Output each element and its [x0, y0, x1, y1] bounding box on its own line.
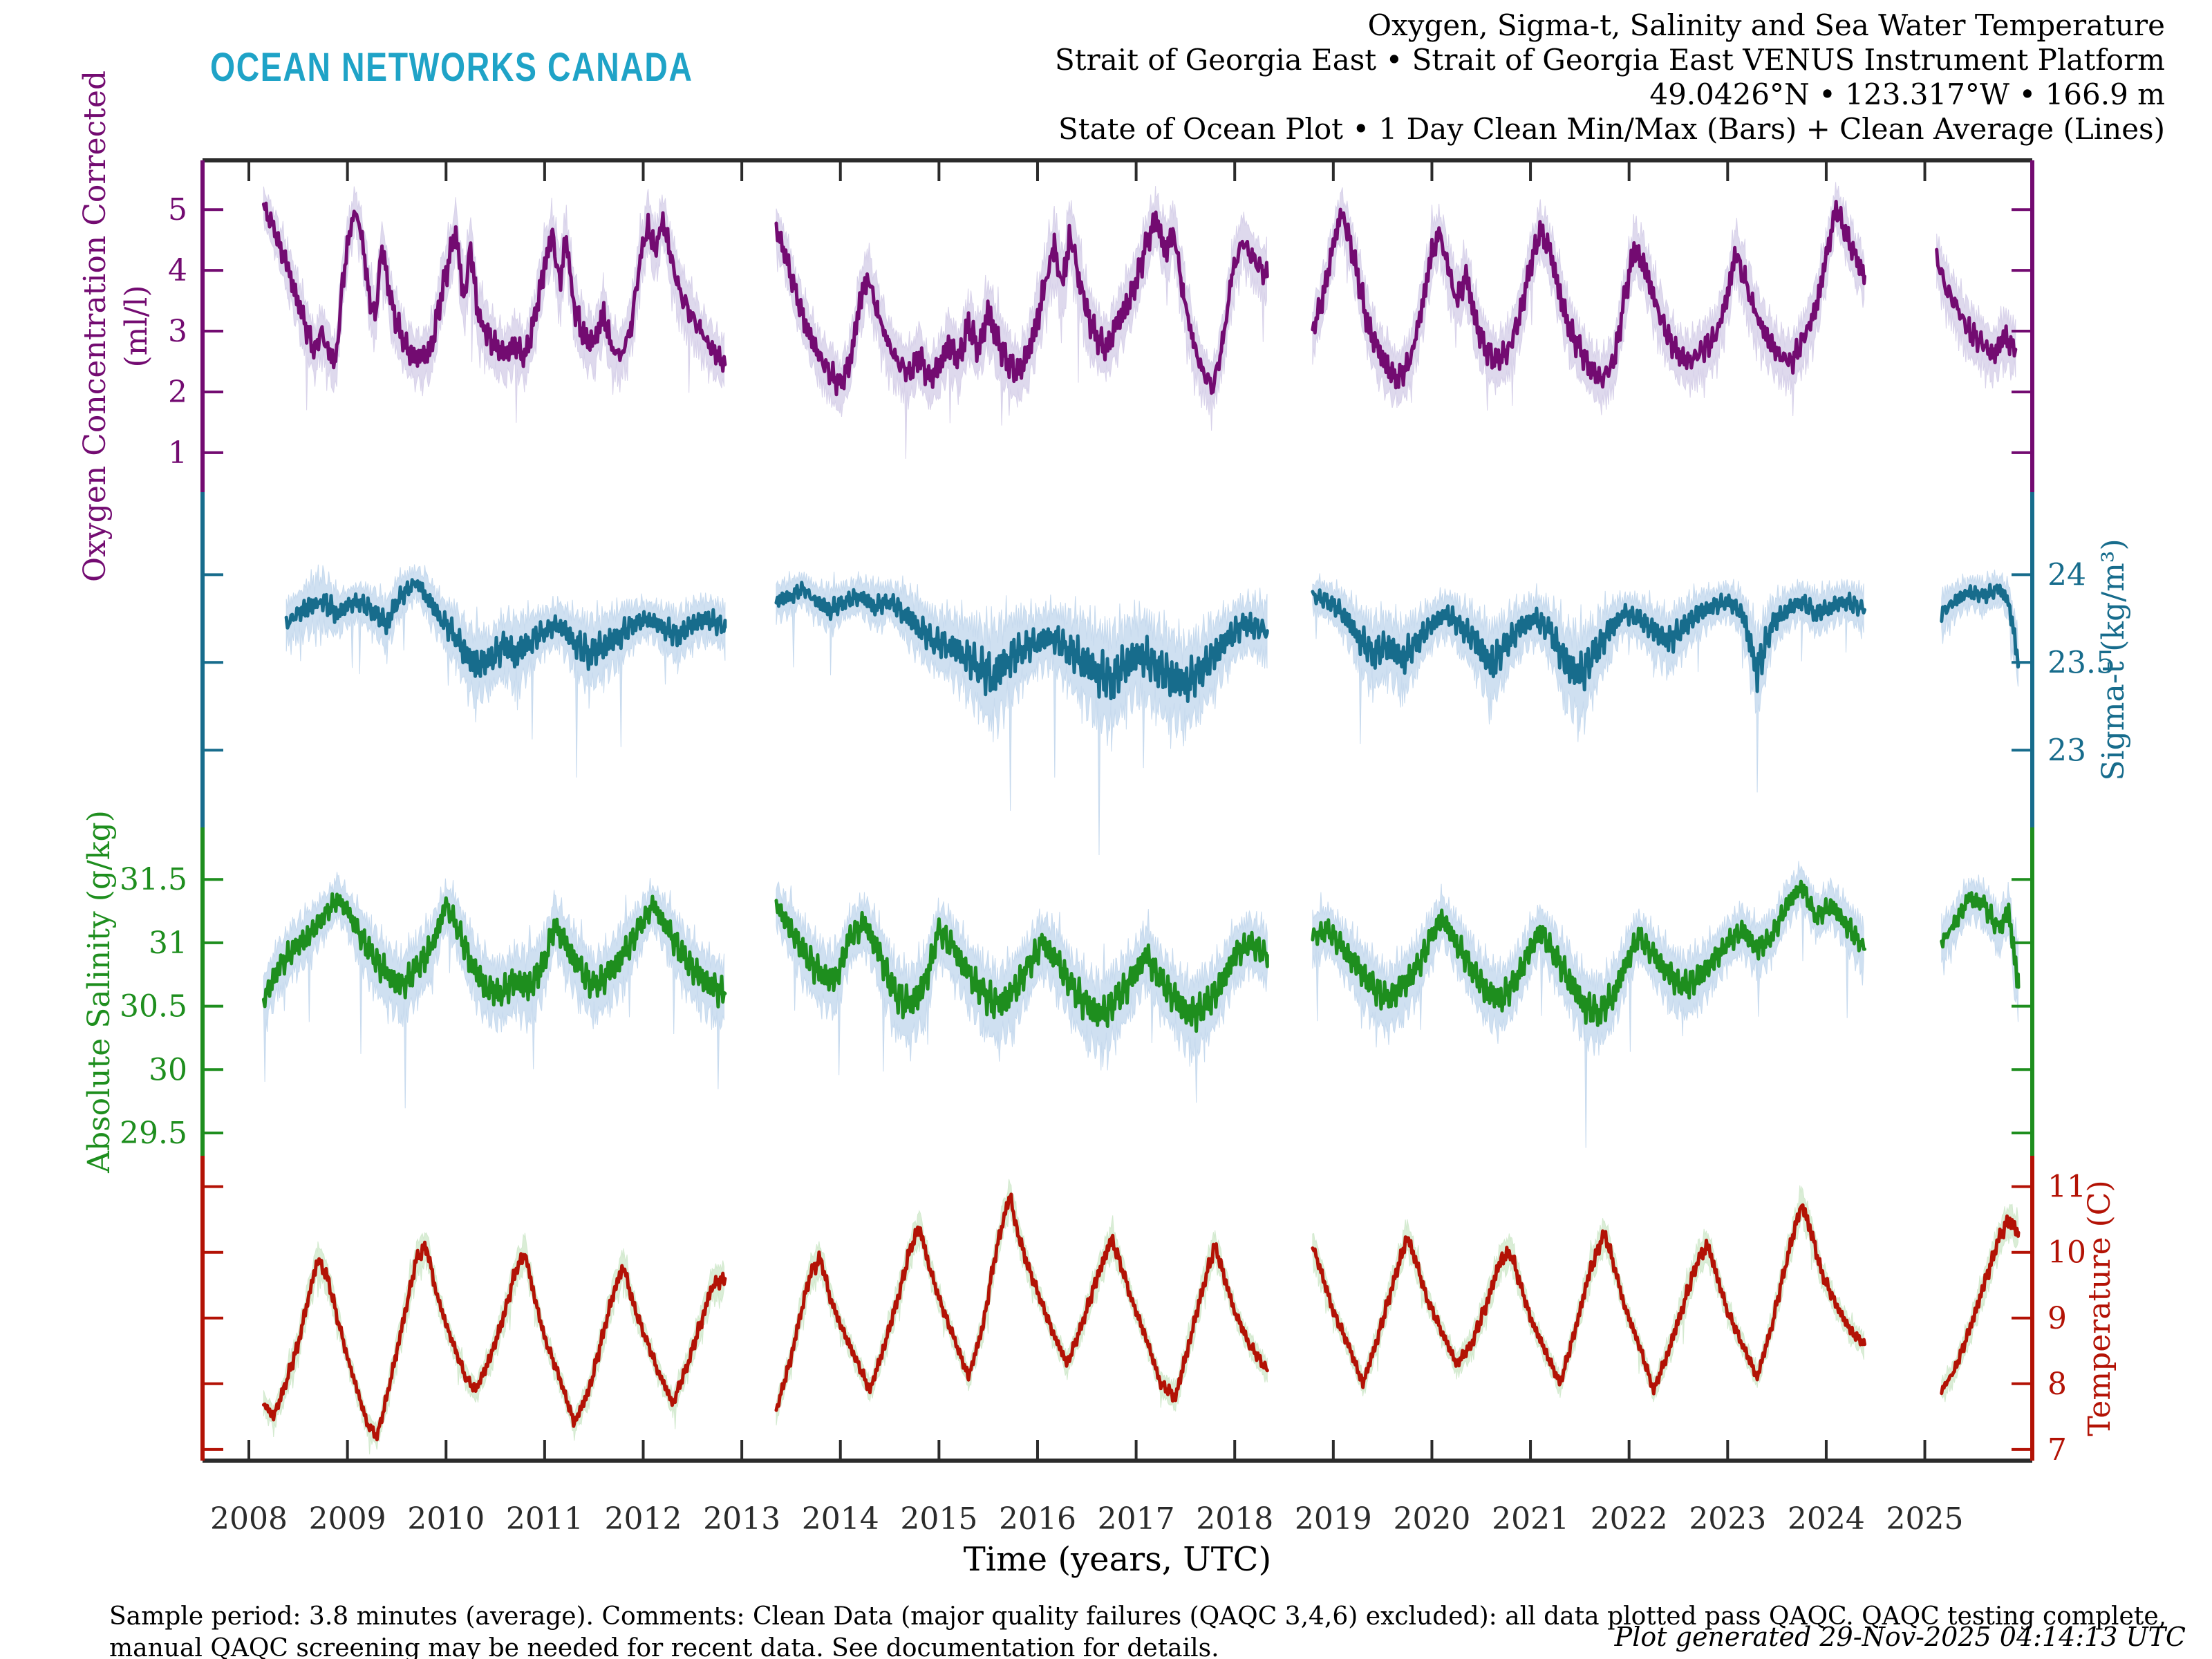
- sigma_t-tick-label: 23.5: [2047, 645, 2115, 680]
- oxygen-tick-label: 2: [168, 375, 187, 410]
- x-tick-label: 2009: [309, 1501, 386, 1537]
- x-tick-label: 2012: [605, 1501, 682, 1537]
- x-tick-label: 2023: [1689, 1501, 1766, 1537]
- temperature-tick-label: 8: [2047, 1367, 2067, 1402]
- x-tick-label: 2021: [1492, 1501, 1569, 1537]
- oxygen-tick-label: 3: [168, 314, 187, 349]
- plot-title-block: Oxygen, Sigma-t, Salinity and Sea Water …: [1055, 8, 2165, 147]
- salinity-axis-title: Absolute Salinity (g/kg): [82, 810, 117, 1174]
- x-tick-label: 2015: [900, 1501, 977, 1537]
- temperature-tick-label: 7: [2047, 1432, 2067, 1468]
- x-tick-label: 2013: [703, 1501, 780, 1537]
- x-tick-label: 2010: [407, 1501, 485, 1537]
- salinity-tick-label: 30.5: [120, 989, 187, 1024]
- x-tick-label: 2022: [1591, 1501, 1668, 1537]
- sigma_t-tick-label: 24: [2047, 557, 2086, 592]
- salinity-tick-label: 30: [149, 1052, 187, 1087]
- oxygen-axis-title: (ml/l): [119, 285, 154, 367]
- oxygen-tick-label: 1: [168, 435, 187, 471]
- qaqc-footnote-line-1: Sample period: 3.8 minutes (average). Co…: [109, 1602, 2167, 1631]
- sigma_t-average-line: [284, 578, 2021, 703]
- salinity-tick-label: 31: [149, 926, 187, 961]
- salinity-average-line: [261, 879, 2021, 1033]
- x-tick-label: 2016: [999, 1501, 1076, 1537]
- x-tick-label: 2011: [506, 1501, 583, 1537]
- temperature-axis-title: Temperature (C): [2082, 1180, 2117, 1436]
- salinity-minmax-band: [263, 861, 2018, 1148]
- temperature-tick-label: 11: [2047, 1170, 2086, 1205]
- qaqc-footnote: Sample period: 3.8 minutes (average). Co…: [109, 1601, 2166, 1659]
- x-tick-label: 2020: [1393, 1501, 1470, 1537]
- temperature-axis: 11 10 9 8 7 Temperature (C): [203, 1170, 2117, 1468]
- sigma_t-minmax-band: [285, 564, 2018, 856]
- sigma_t-axis: 24 23.5 23 Sigma-t (kg/m³): [203, 538, 2131, 781]
- plot-title-line-2: Strait of Georgia East • Strait of Georg…: [1054, 43, 2165, 77]
- oxygen-tick-label: 4: [168, 253, 187, 288]
- x-tick-label: 2014: [802, 1501, 879, 1537]
- oxygen-minmax-band: [263, 182, 2016, 459]
- plot-title-line-4: State of Ocean Plot • 1 Day Clean Min/Ma…: [1058, 112, 2165, 146]
- salinity-tick-label: 31.5: [120, 862, 187, 897]
- oxygen-average-line: [261, 200, 2018, 397]
- temperature-tick-label: 9: [2047, 1301, 2067, 1336]
- x-axis-title: Time (years, UTC): [964, 1540, 1271, 1579]
- plot-generated-timestamp: Plot generated 29-Nov-2025 04:14:13 UTC: [1614, 1622, 2186, 1652]
- qaqc-footnote-line-2: manual QAQC screening may be needed for …: [109, 1634, 1219, 1659]
- plot-title-line-3: 49.0426°N • 123.317°W • 166.9 m: [1649, 77, 2165, 111]
- x-tick-label: 2018: [1196, 1501, 1273, 1537]
- x-tick-label: 2024: [1788, 1501, 1865, 1537]
- plot-title-line-1: Oxygen, Sigma-t, Salinity and Sea Water …: [1367, 8, 2165, 42]
- x-tick-label: 2008: [210, 1501, 288, 1537]
- temperature-tick-label: 10: [2047, 1235, 2086, 1271]
- temperature-average-line: [261, 1192, 2021, 1442]
- x-axis: 2008 2009 2010 2011 2012 2013 2014 2015 2016 2017…: [210, 160, 1964, 1579]
- onc-logo: OCEAN NETWORKS CANADA: [210, 45, 693, 90]
- oxygen-axis: 5 4 3 2 1 Oxygen Concentration Corrected (ml/l…: [77, 71, 2032, 582]
- sigma_t-tick-label: 23: [2047, 733, 2086, 768]
- sigma_t-axis-title: Sigma-t (kg/m³): [2096, 538, 2131, 780]
- x-tick-label: 2017: [1098, 1501, 1175, 1537]
- oxygen-tick-label: 5: [168, 192, 187, 227]
- x-tick-label: 2025: [1886, 1501, 1964, 1537]
- oxygen-axis-title: Oxygen Concentration Corrected: [77, 71, 113, 582]
- x-tick-label: 2019: [1295, 1501, 1372, 1537]
- salinity-tick-label: 29.5: [120, 1116, 187, 1151]
